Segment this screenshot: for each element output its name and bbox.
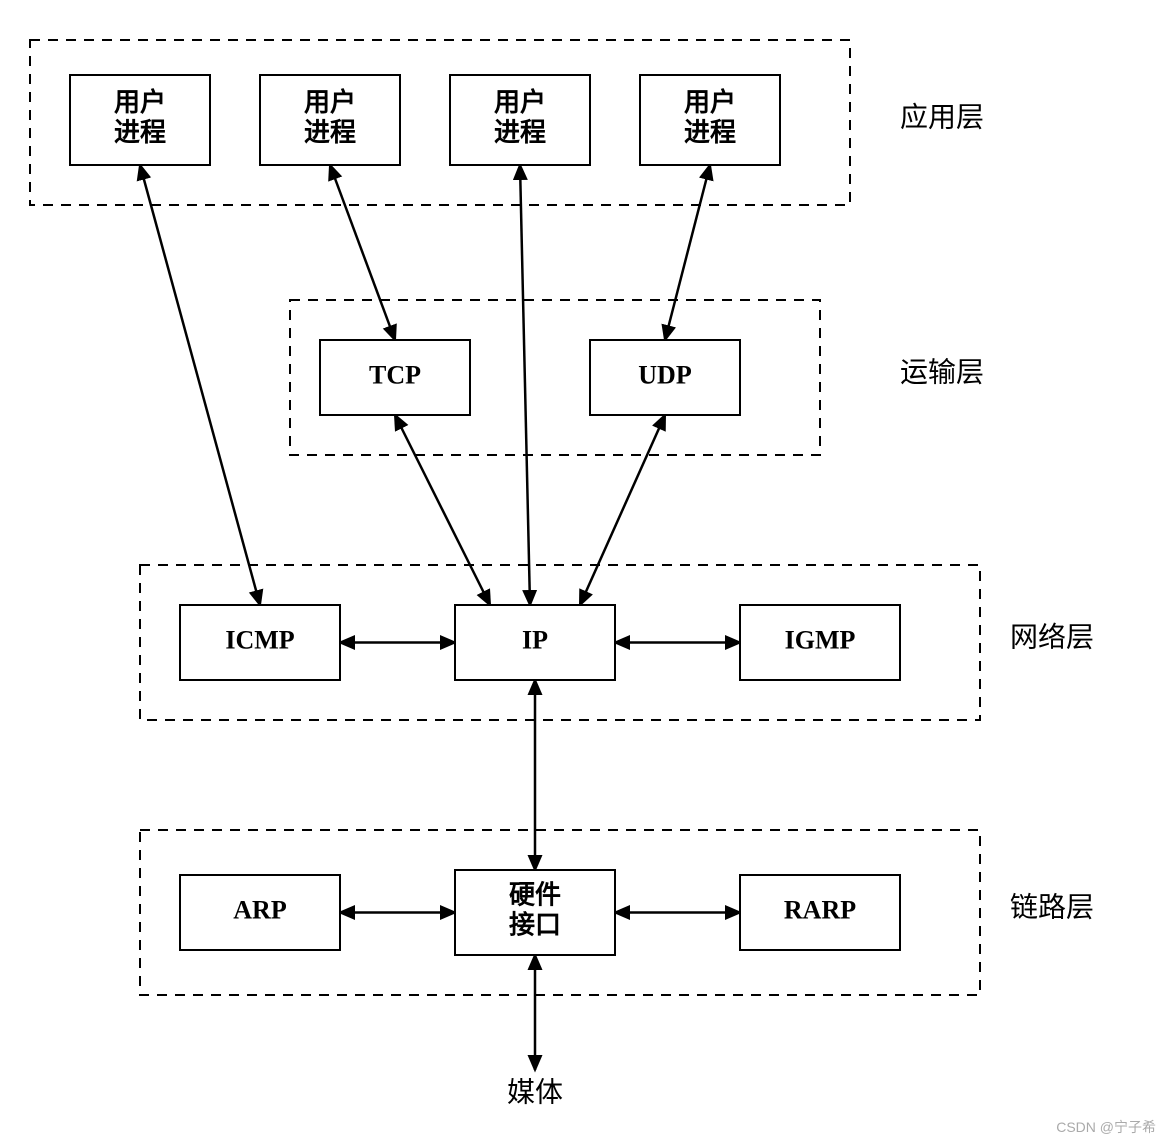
node-u2: 用户进程 [260, 75, 400, 165]
layer-label-link: 链路层 [1010, 891, 1094, 923]
edge-u3-ip [520, 165, 530, 605]
node-label-u4-0: 用户 [684, 87, 736, 117]
node-label-u2-1: 进程 [304, 118, 356, 147]
node-u4: 用户进程 [640, 75, 780, 165]
node-hw: 硬件接口 [455, 870, 615, 955]
edge-tcp-ip [395, 415, 490, 605]
node-label-icmp: ICMP [225, 625, 294, 654]
layer-label-network: 网络层 [1010, 621, 1094, 653]
watermark: CSDN @宁子希 [1056, 1119, 1156, 1135]
node-label-hw-1: 接口 [509, 910, 561, 939]
edge-u1-icmp [140, 165, 260, 605]
node-icmp: ICMP [180, 605, 340, 680]
node-label-u1-0: 用户 [114, 87, 166, 117]
edge-u4-udp [665, 165, 710, 340]
node-label-u3-1: 进程 [494, 118, 546, 147]
node-label-u2-0: 用户 [304, 87, 356, 117]
node-u1: 用户进程 [70, 75, 210, 165]
node-tcp: TCP [320, 340, 470, 415]
node-u3: 用户进程 [450, 75, 590, 165]
network-layers-diagram: 应用层运输层网络层链路层用户进程用户进程用户进程用户进程TCPUDPICMPIP… [0, 0, 1166, 1140]
media-label: 媒体 [507, 1076, 563, 1108]
node-label-hw-0: 硬件 [509, 880, 561, 909]
node-label-udp: UDP [638, 360, 692, 389]
layer-label-app: 应用层 [900, 101, 984, 133]
node-rarp: RARP [740, 875, 900, 950]
node-label-rarp: RARP [784, 895, 856, 924]
node-label-u1-1: 进程 [114, 118, 166, 147]
node-label-u3-0: 用户 [494, 87, 546, 117]
node-label-igmp: IGMP [785, 625, 856, 654]
node-label-arp: ARP [233, 895, 287, 924]
edge-u2-tcp [330, 165, 395, 340]
edge-udp-ip [580, 415, 665, 605]
node-label-u4-1: 进程 [684, 118, 736, 147]
layer-label-transport: 运输层 [900, 356, 984, 388]
node-arp: ARP [180, 875, 340, 950]
node-ip: IP [455, 605, 615, 680]
node-label-tcp: TCP [369, 360, 421, 389]
node-udp: UDP [590, 340, 740, 415]
node-label-ip: IP [522, 625, 548, 654]
node-igmp: IGMP [740, 605, 900, 680]
